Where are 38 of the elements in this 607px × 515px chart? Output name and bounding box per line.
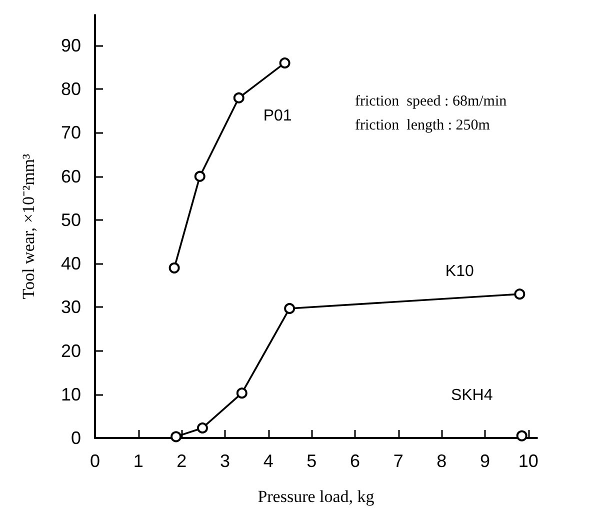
x-tick-label: 3	[220, 451, 230, 471]
series-label: P01	[263, 107, 292, 124]
x-tick-label: 1	[133, 451, 144, 471]
y-tick-label: 40	[60, 254, 81, 274]
x-tick-label: 4	[263, 451, 274, 471]
y-tick-label: 20	[60, 340, 81, 361]
point	[516, 430, 528, 442]
x-tick-label: 7	[393, 451, 404, 471]
point	[284, 302, 296, 314]
annotation: friction speed : 68m/min	[355, 94, 508, 110]
x-tick-label: 8	[436, 451, 447, 471]
y-tick-label: 70	[60, 122, 81, 143]
point	[170, 431, 182, 442]
y-axis-title: Tool wear, ×10⁻²mm³	[19, 154, 38, 300]
x-tick-label: 5	[306, 451, 317, 471]
point	[279, 57, 290, 68]
y-tick-label: 80	[60, 79, 81, 100]
y-tick-label: 10	[60, 384, 81, 404]
x-axis-title: Pressure load, kg	[258, 487, 375, 506]
series-label: K10	[445, 263, 474, 280]
x-tick-label: 9	[480, 451, 490, 471]
point	[236, 388, 248, 399]
point	[196, 422, 208, 434]
text: SKH4	[450, 386, 493, 404]
point	[233, 92, 244, 104]
x-tick-label: 2	[176, 451, 187, 471]
x-tick-label: 10	[518, 451, 538, 471]
y-tick-label: 0	[70, 428, 81, 448]
y-tick-label: 50	[60, 210, 81, 230]
y-tick-label: 30	[60, 297, 81, 318]
x-tick-label: 6	[350, 451, 360, 471]
point	[514, 288, 526, 300]
point	[168, 262, 180, 274]
annotation: friction length : 250m	[355, 118, 490, 134]
x-tick-label: 0	[90, 451, 100, 471]
y-tick-label: 90	[60, 36, 81, 56]
point	[194, 170, 206, 182]
y-tick-label: 60	[60, 166, 81, 186]
